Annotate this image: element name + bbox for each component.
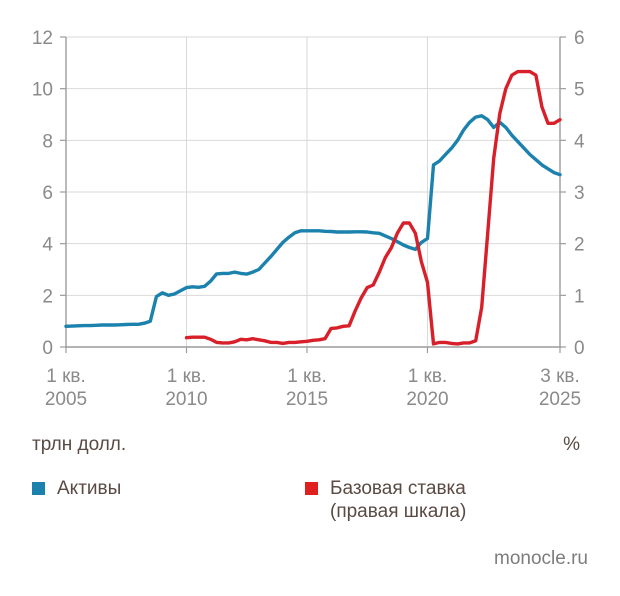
- legend-label-base-rate-line1: Базовая ставка: [330, 478, 466, 499]
- svg-text:1 кв.: 1 кв.: [408, 366, 448, 387]
- svg-text:0: 0: [42, 338, 53, 359]
- svg-text:0: 0: [574, 338, 585, 359]
- svg-text:1 кв.: 1 кв.: [46, 366, 86, 387]
- svg-text:3: 3: [574, 183, 585, 204]
- svg-text:6: 6: [574, 28, 585, 49]
- svg-text:4: 4: [574, 131, 585, 152]
- svg-text:6: 6: [42, 183, 53, 204]
- right-axis-unit-label: %: [563, 434, 580, 455]
- svg-text:2025: 2025: [539, 389, 581, 410]
- svg-text:12: 12: [32, 28, 53, 49]
- svg-text:1 кв.: 1 кв.: [167, 366, 207, 387]
- legend-item-base-rate: Базовая ставка (правая шкала): [305, 477, 466, 523]
- svg-text:2005: 2005: [45, 389, 87, 410]
- base-rate-swatch-icon: [305, 482, 318, 495]
- legend-label-assets: Активы: [57, 478, 122, 499]
- legend-label-base-rate-line2: (правая шкала): [330, 501, 467, 522]
- svg-text:2010: 2010: [165, 389, 207, 410]
- svg-text:8: 8: [42, 131, 53, 152]
- legend-item-assets: Активы: [32, 477, 121, 500]
- svg-text:2015: 2015: [286, 389, 328, 410]
- svg-text:5: 5: [574, 80, 585, 101]
- assets-line: [64, 114, 562, 328]
- svg-text:2020: 2020: [406, 389, 448, 410]
- source-attribution: monocle.ru: [494, 548, 588, 569]
- assets-swatch-icon: [32, 482, 45, 495]
- svg-text:1 кв.: 1 кв.: [287, 366, 327, 387]
- svg-text:2: 2: [42, 286, 53, 307]
- base-rate-line: [184, 69, 562, 346]
- svg-text:3 кв.: 3 кв.: [540, 366, 580, 387]
- svg-text:2: 2: [574, 235, 585, 256]
- left-axis-unit-label: трлн долл.: [32, 434, 127, 455]
- svg-text:4: 4: [42, 235, 53, 256]
- svg-text:1: 1: [574, 286, 585, 307]
- svg-text:10: 10: [32, 80, 53, 101]
